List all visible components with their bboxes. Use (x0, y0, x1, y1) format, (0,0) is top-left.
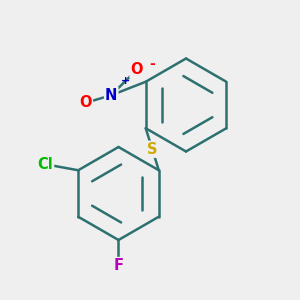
Text: Cl: Cl (38, 157, 53, 172)
Text: N: N (105, 88, 117, 103)
Text: F: F (113, 258, 124, 273)
Text: -: - (149, 57, 155, 71)
Text: S: S (147, 142, 158, 157)
Text: O: O (80, 95, 92, 110)
Text: +: + (121, 76, 130, 86)
Text: O: O (130, 62, 143, 77)
